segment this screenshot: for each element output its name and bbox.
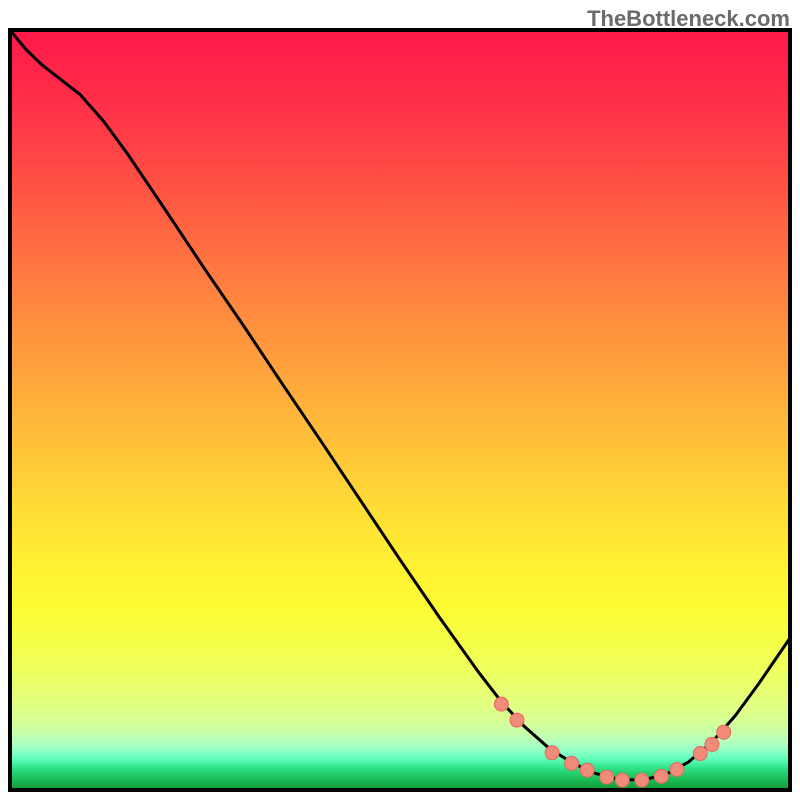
- bottleneck-chart: TheBottleneck.com: [0, 0, 800, 800]
- marker-point: [670, 762, 684, 776]
- marker-point: [693, 747, 707, 761]
- plot-border: [10, 30, 790, 790]
- marker-point: [494, 697, 508, 711]
- marker-point: [545, 746, 559, 760]
- bottleneck-curve: [10, 30, 790, 780]
- marker-point: [654, 769, 668, 783]
- marker-point: [600, 770, 614, 784]
- marker-point: [565, 756, 579, 770]
- marker-point: [615, 773, 629, 787]
- marker-point: [717, 725, 731, 739]
- marker-point: [510, 713, 524, 727]
- marker-point: [580, 763, 594, 777]
- curve-markers: [494, 697, 730, 787]
- watermark-text: TheBottleneck.com: [587, 6, 790, 32]
- marker-point: [705, 737, 719, 751]
- chart-overlay: [0, 0, 800, 800]
- marker-point: [635, 773, 649, 787]
